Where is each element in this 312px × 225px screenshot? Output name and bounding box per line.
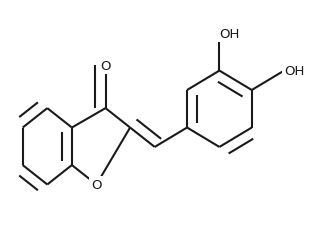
Text: O: O: [91, 178, 102, 191]
Text: OH: OH: [219, 27, 240, 40]
Text: OH: OH: [284, 65, 305, 78]
Text: O: O: [100, 60, 111, 73]
